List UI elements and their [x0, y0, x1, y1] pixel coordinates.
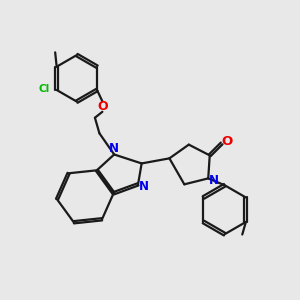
Text: N: N	[109, 142, 118, 155]
Text: N: N	[208, 174, 219, 187]
Text: N: N	[139, 180, 149, 193]
Text: O: O	[98, 100, 108, 113]
Text: Cl: Cl	[38, 84, 50, 94]
Text: O: O	[221, 134, 233, 148]
